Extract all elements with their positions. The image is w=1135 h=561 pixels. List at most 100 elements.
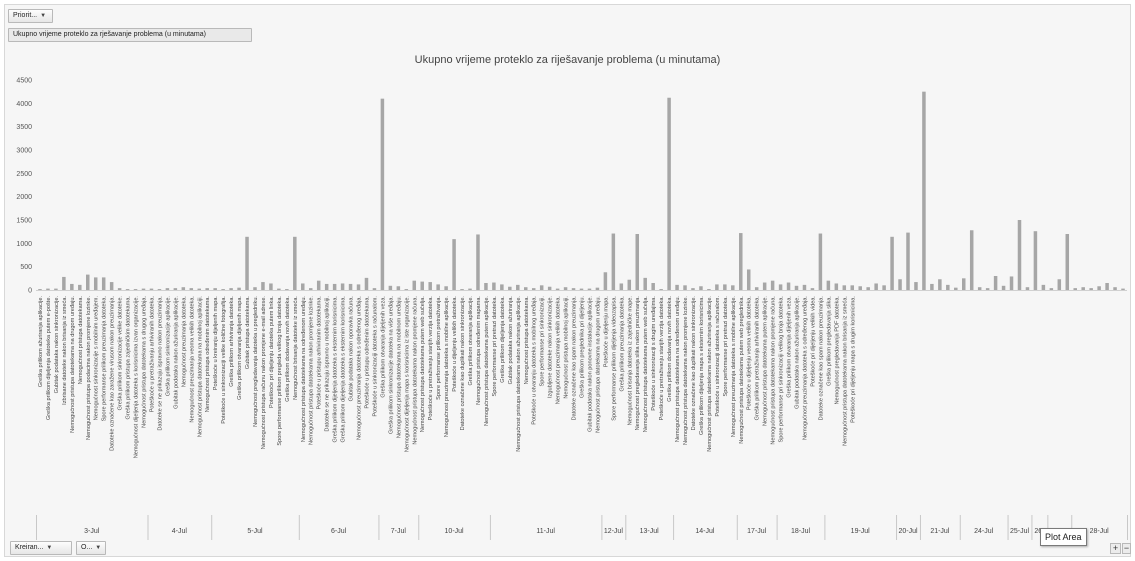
category-label: Nemogućnost brisanja datoteka iz zajedni… (627, 296, 633, 426)
category-label: Poteškoće u pristupu arhiviranim datotek… (317, 296, 323, 410)
bar (866, 287, 870, 290)
category-label: Greška prilikom preuzimanja datoteka. (619, 296, 625, 392)
bar (579, 288, 584, 290)
bar (794, 285, 799, 290)
bar (707, 289, 711, 290)
category-label: Nemogućnost preuzimanja veoma velikih da… (189, 296, 195, 423)
bar (778, 284, 783, 290)
bar (587, 288, 592, 290)
group-label: 25-Jul (1010, 528, 1030, 535)
y-tick-label: 4500 (16, 78, 32, 85)
category-label: Nemogućnost preuzimanja datoteka s određ… (802, 296, 808, 440)
bar (1065, 234, 1070, 290)
category-label: Spore performanse prilikom preuzimanja d… (102, 296, 108, 422)
bar (245, 236, 249, 290)
bar (1089, 288, 1093, 290)
plot-area-tooltip: Plot Area (1040, 528, 1087, 546)
category-label: Poteškoće u sinkronizaciji velike količi… (221, 296, 227, 424)
bar (372, 288, 377, 290)
bar (404, 289, 409, 290)
category-label: Nemogućnost pristupa datotekama putem ap… (484, 296, 490, 426)
bar (1113, 287, 1117, 290)
bar (444, 286, 448, 290)
pivot-chart-area (4, 4, 1131, 557)
axis-field-button-o[interactable]: O... ▼ (76, 541, 106, 555)
y-tick-label: 0 (28, 288, 32, 295)
bar (396, 286, 401, 290)
category-label: Datoteke označene kao spam nakon preuzim… (818, 296, 824, 421)
bar (1041, 284, 1046, 290)
group-label: 5-Jul (247, 528, 263, 535)
category-label: Poteškoće u pretraživanju arhiviranih da… (149, 296, 155, 413)
category-label: Greška prilikom otvaranja dijeljenih vez… (787, 296, 793, 398)
collapse-field-button[interactable]: − (1122, 543, 1131, 554)
bar (802, 284, 807, 290)
bar (874, 283, 878, 290)
category-label: Nemogućnost sinkronizacije s mobilnim ur… (94, 296, 100, 421)
bar (531, 288, 536, 290)
bar (954, 287, 958, 290)
bar (786, 282, 791, 290)
bar (380, 98, 385, 291)
bar (133, 289, 138, 290)
category-label: Greška prilikom sinkronizacije velike da… (118, 296, 124, 411)
bar (500, 284, 504, 290)
bar (348, 283, 353, 290)
bar (508, 286, 512, 290)
group-label: 14-Jul (695, 528, 715, 535)
bar (269, 283, 273, 290)
axis-field-label: Kreiran... (15, 544, 44, 551)
bar (651, 283, 655, 290)
bar (237, 287, 241, 290)
bar (173, 288, 178, 290)
category-label: Poteškoće u dijeljenju veoma velikih dat… (747, 296, 753, 411)
category-label: Spore performanse prilikom dijeljenja vi… (611, 296, 617, 421)
category-label: Poteškoće pri dijeljenju mapa s drugim k… (850, 296, 856, 423)
category-label: Poteškoće pri dijeljenju datoteka putem … (269, 296, 275, 408)
y-tick-label: 2500 (16, 171, 32, 178)
y-tick-label: 500 (20, 264, 32, 271)
bar (492, 282, 496, 290)
bar (412, 280, 417, 290)
bar (285, 289, 289, 290)
category-label: Nemogućnost pregledavanja slika nakon pr… (635, 296, 641, 431)
bar (699, 286, 703, 290)
filter-field-button[interactable]: Priorit... ▼ (8, 9, 53, 23)
axis-field-button-created[interactable]: Kreiran... ▼ (10, 541, 72, 555)
bar (476, 234, 480, 290)
category-label: Nemogućnost preuzimanja datoteka. (181, 296, 187, 388)
bar (977, 287, 982, 290)
dropdown-arrow-icon[interactable]: ▼ (46, 545, 53, 551)
dropdown-arrow-icon[interactable]: ▼ (95, 545, 102, 551)
category-label: Nemogućnost preuzimanja velikih datoteka… (556, 296, 562, 405)
category-label: Poteškoće u dijeljenju mapa. (603, 296, 609, 368)
category-label: Nemogućnost brisanja datoteke iz smeća. (293, 296, 299, 400)
category-label: Poteškoće u otvaranju datoteka s mobilno… (532, 296, 538, 425)
y-tick-label: 4000 (16, 101, 32, 108)
bar (308, 288, 313, 290)
bar (109, 282, 114, 290)
values-field-button[interactable]: Ukupno vrijeme proteklo za rješavanje pr… (8, 28, 252, 42)
bar (858, 286, 862, 290)
category-label: Gubitak podataka nakon oporavka računa. (349, 296, 355, 402)
category-label: Nemogućnost pristupa datotekama na mobil… (197, 296, 203, 438)
bar (428, 282, 432, 290)
category-label: Datoteke se ne prikazuju ispravno nakon … (157, 296, 163, 431)
category-label: Nemogućnost pristupa datotekama na mobil… (396, 296, 402, 439)
bar (850, 285, 855, 290)
group-label: 17-Jul (747, 528, 767, 535)
group-label: 6-Jul (331, 528, 347, 535)
bar (547, 286, 552, 290)
bar (1057, 279, 1062, 290)
group-label: 10-Jul (445, 528, 465, 535)
dropdown-arrow-icon[interactable]: ▼ (40, 13, 47, 19)
category-label: Poteškoće u sinkronizaciji datoteka s ra… (715, 296, 721, 417)
bar (117, 288, 122, 290)
category-label: Nemogućnost pristupa datotekama nakon až… (707, 296, 713, 452)
category-label: Nemogućnost pristupa određenim mapama. (476, 296, 482, 405)
bar (969, 230, 974, 290)
bar (675, 284, 679, 290)
expand-field-button[interactable]: + (1110, 543, 1121, 554)
bar (890, 236, 894, 290)
